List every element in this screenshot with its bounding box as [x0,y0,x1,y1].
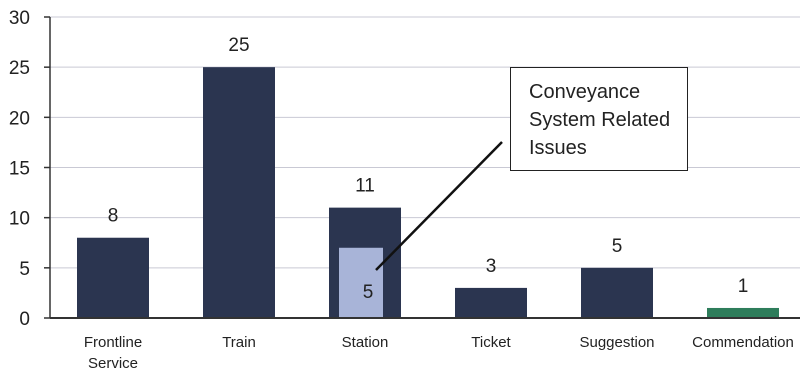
data-label: 3 [486,256,497,277]
x-axis: Frontline Service Train Station Ticket Sugges… [50,317,800,372]
x-tick-label: Service [88,355,138,372]
x-tick-label: Suggestion [579,334,654,351]
bar-train [203,67,275,319]
bar-frontline-service [77,237,149,318]
y-tick-label: 5 [19,259,30,280]
x-tick-label: Station [342,334,389,351]
bar-ticket [455,287,527,318]
y-tick-label: 30 [9,8,30,29]
x-tick-label: Train [222,334,256,351]
y-axis: 0 5 10 15 20 25 30 [9,8,51,330]
annotation-callout: Conveyance System Related Issues [510,67,688,171]
data-label: 11 [355,176,375,197]
data-labels: 8 25 11 3 5 1 5 [108,35,749,303]
x-tick-label: Ticket [471,334,511,351]
x-tick-label: Commendation [692,334,794,351]
gridlines [50,16,800,269]
y-tick-label: 0 [19,309,30,330]
annotation-line-2: System Related [529,109,671,131]
annotation-line-1: Conveyance [529,81,641,103]
data-label: 5 [612,236,623,257]
annotation-line-3: Issues [529,137,587,159]
y-tick-label: 25 [9,58,30,79]
data-label: 25 [228,35,249,56]
y-tick-label: 10 [9,209,30,230]
segment-data-label: 5 [363,282,374,303]
data-label: 8 [108,206,119,227]
bar-suggestion [581,267,653,318]
x-tick-label: Frontline [84,334,142,351]
data-label: 1 [738,276,749,297]
y-tick-label: 15 [9,159,30,180]
y-tick-label: 20 [9,108,30,129]
bar-segment-station-subset [339,247,383,318]
bar-commendation [707,307,779,318]
bars [77,67,779,319]
callout-leader-line [375,141,503,271]
